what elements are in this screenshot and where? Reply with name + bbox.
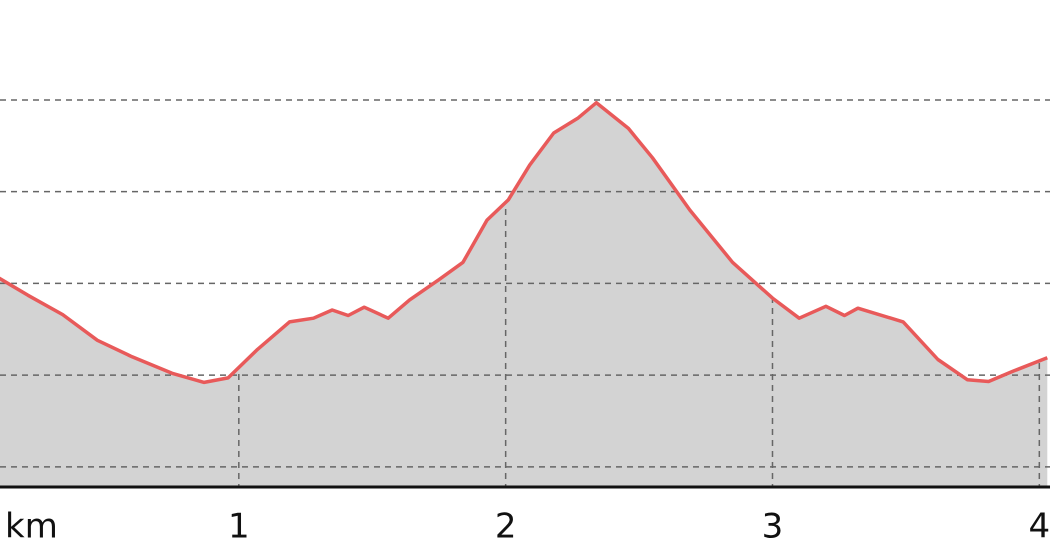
x-tick-label: 4 — [1029, 507, 1050, 547]
x-tick-label: 3 — [762, 507, 784, 547]
elevation-line — [0, 100, 1048, 385]
area — [0, 102, 1048, 487]
x-tick-label: 2 — [495, 507, 517, 547]
x-axis-label: km — [5, 507, 58, 547]
x-tick-label: 1 — [228, 507, 250, 547]
